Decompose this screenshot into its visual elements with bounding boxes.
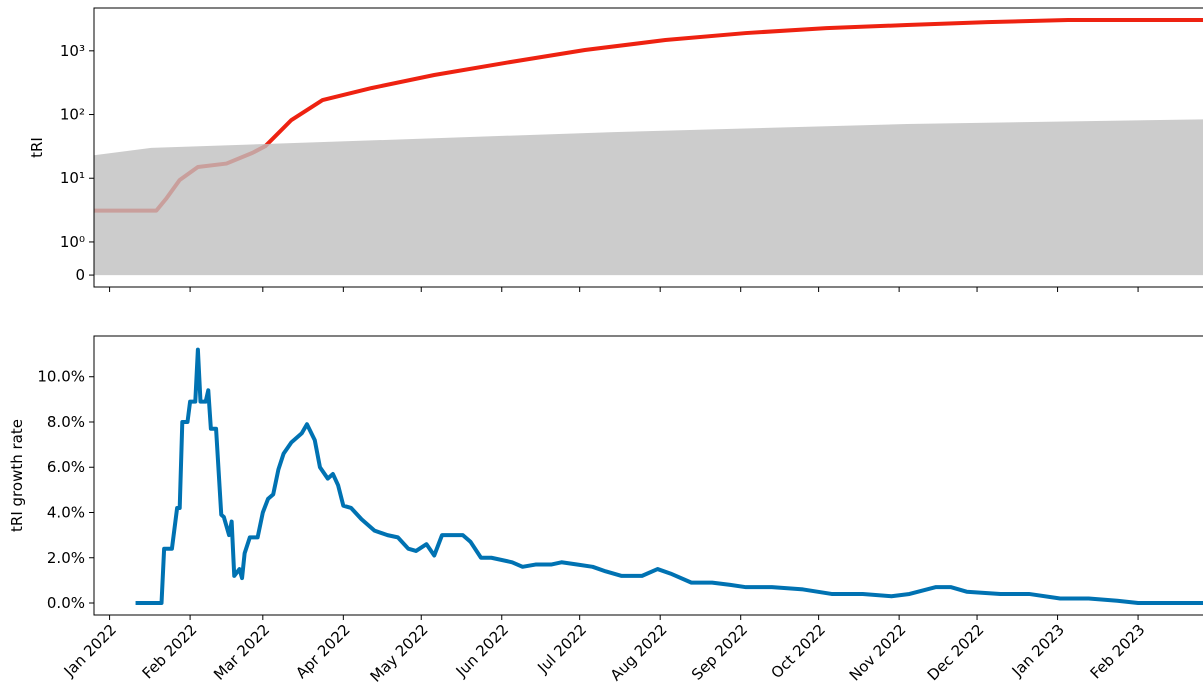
y-tick-label: 10⁰ <box>60 233 85 251</box>
x-tick-label: Feb 2022 <box>139 621 201 683</box>
area <box>94 119 1203 276</box>
x-tick-label: Dec 2022 <box>924 621 988 685</box>
x-tick-label: Jan 2022 <box>60 621 120 681</box>
y-axis-label: tRI <box>28 137 46 158</box>
x-tick-label: Jan 2023 <box>1008 621 1068 681</box>
x-tick-label: Oct 2022 <box>768 621 829 682</box>
y-tick-label: 10¹ <box>60 169 85 187</box>
x-tick-label: Jul 2022 <box>533 621 590 678</box>
x-tick-label: Sep 2022 <box>688 621 751 684</box>
y-tick-label: 10³ <box>60 42 85 60</box>
y-tick-label: 4.0% <box>47 503 85 521</box>
y-tick-label: 6.0% <box>47 458 85 476</box>
y-tick-label: 10.0% <box>37 368 85 386</box>
x-tick-label: Feb 2023 <box>1087 621 1149 683</box>
spine <box>93 335 1203 616</box>
y-tick-label: 10² <box>60 106 85 124</box>
x-tick-label: May 2022 <box>367 621 432 686</box>
x-tick-label: Nov 2022 <box>846 621 910 685</box>
y-tick-label: 0 <box>75 266 85 284</box>
axes: 0.0% 2.0% 4.0% 6.0% 8.0% 10.0% Jan 2022 Feb 202… <box>8 335 1203 686</box>
x-tick-label: Jun 2022 <box>452 621 512 681</box>
y-tick-label: 8.0% <box>47 413 85 431</box>
y-axis-label: tRI growth rate <box>8 419 26 532</box>
x-tick-label: Apr 2022 <box>292 621 353 682</box>
x-tick-label: Mar 2022 <box>210 621 273 684</box>
y-tick-label: 0.0% <box>47 594 85 612</box>
y-tick-label: 2.0% <box>47 549 85 567</box>
axes: 0 10⁰ 10¹ 10² 10³ tRI <box>28 7 1203 292</box>
spine <box>93 7 1203 288</box>
x-tick-label: Aug 2022 <box>607 621 671 685</box>
series-line <box>135 347 1203 606</box>
